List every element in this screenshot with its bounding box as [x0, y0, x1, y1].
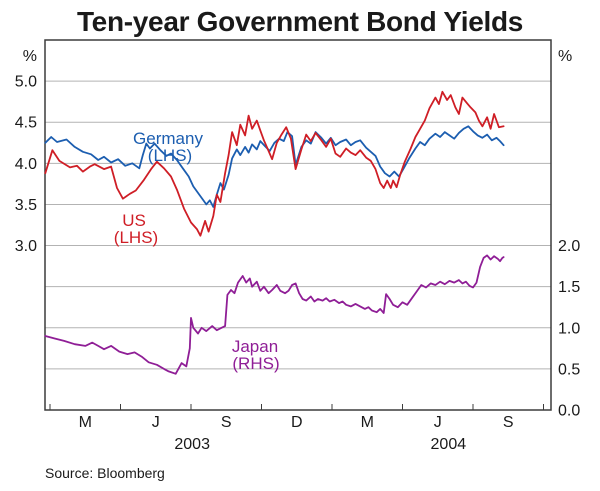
x-axis-month-label: S	[503, 414, 514, 431]
left-axis-tick-label: 3.0	[15, 238, 37, 255]
source-note: Source: Bloomberg	[45, 465, 165, 481]
left-axis-unit: %	[23, 48, 37, 65]
gridlines	[45, 80, 551, 370]
x-axis-month-label: J	[434, 414, 442, 431]
right-axis-tick-label: 1.5	[558, 279, 580, 296]
right-axis-tick-label: 1.0	[558, 320, 580, 337]
x-axis-month-label: M	[361, 414, 374, 431]
x-axis-year-label: 2003	[174, 436, 210, 453]
right-axis-tick-label: 2.0	[558, 238, 580, 255]
series-lines	[44, 90, 505, 375]
right-axis-tick-label: 0.0	[558, 403, 580, 420]
x-axis-month-label: M	[79, 414, 92, 431]
x-axis-month-label: J	[152, 414, 160, 431]
x-axis-month-label: D	[291, 414, 303, 431]
axis-labels: 5.0 4.5 4.0 3.5 3.0 2.0 1.5 1.0 0.5 0.0 M J S D M J S 200…	[15, 74, 581, 453]
left-axis-tick-label: 5.0	[15, 74, 37, 91]
right-axis-unit: %	[558, 48, 572, 65]
series-line-us	[44, 90, 505, 237]
series-sublabel-japan: (RHS)	[232, 354, 279, 373]
axes	[44, 39, 552, 411]
left-axis-tick-label: 3.5	[15, 197, 37, 214]
x-axis-month-label: S	[221, 414, 232, 431]
series-line-japan	[44, 254, 505, 375]
left-axis-tick-label: 4.0	[15, 156, 37, 173]
right-axis-tick-label: 0.5	[558, 361, 580, 378]
series-sublabel-germany: (LHS)	[148, 146, 192, 165]
series-sublabel-us: (LHS)	[114, 228, 158, 247]
left-axis-tick-label: 4.5	[15, 115, 37, 132]
series-label-us: US	[122, 211, 146, 230]
series-label-germany: Germany	[133, 129, 203, 148]
chart-title: Ten-year Government Bond Yields	[77, 6, 523, 37]
x-axis-year-label: 2004	[431, 436, 467, 453]
plot-border	[44, 39, 552, 411]
series-label-japan: Japan	[232, 337, 278, 356]
series-line-germany	[44, 125, 505, 208]
